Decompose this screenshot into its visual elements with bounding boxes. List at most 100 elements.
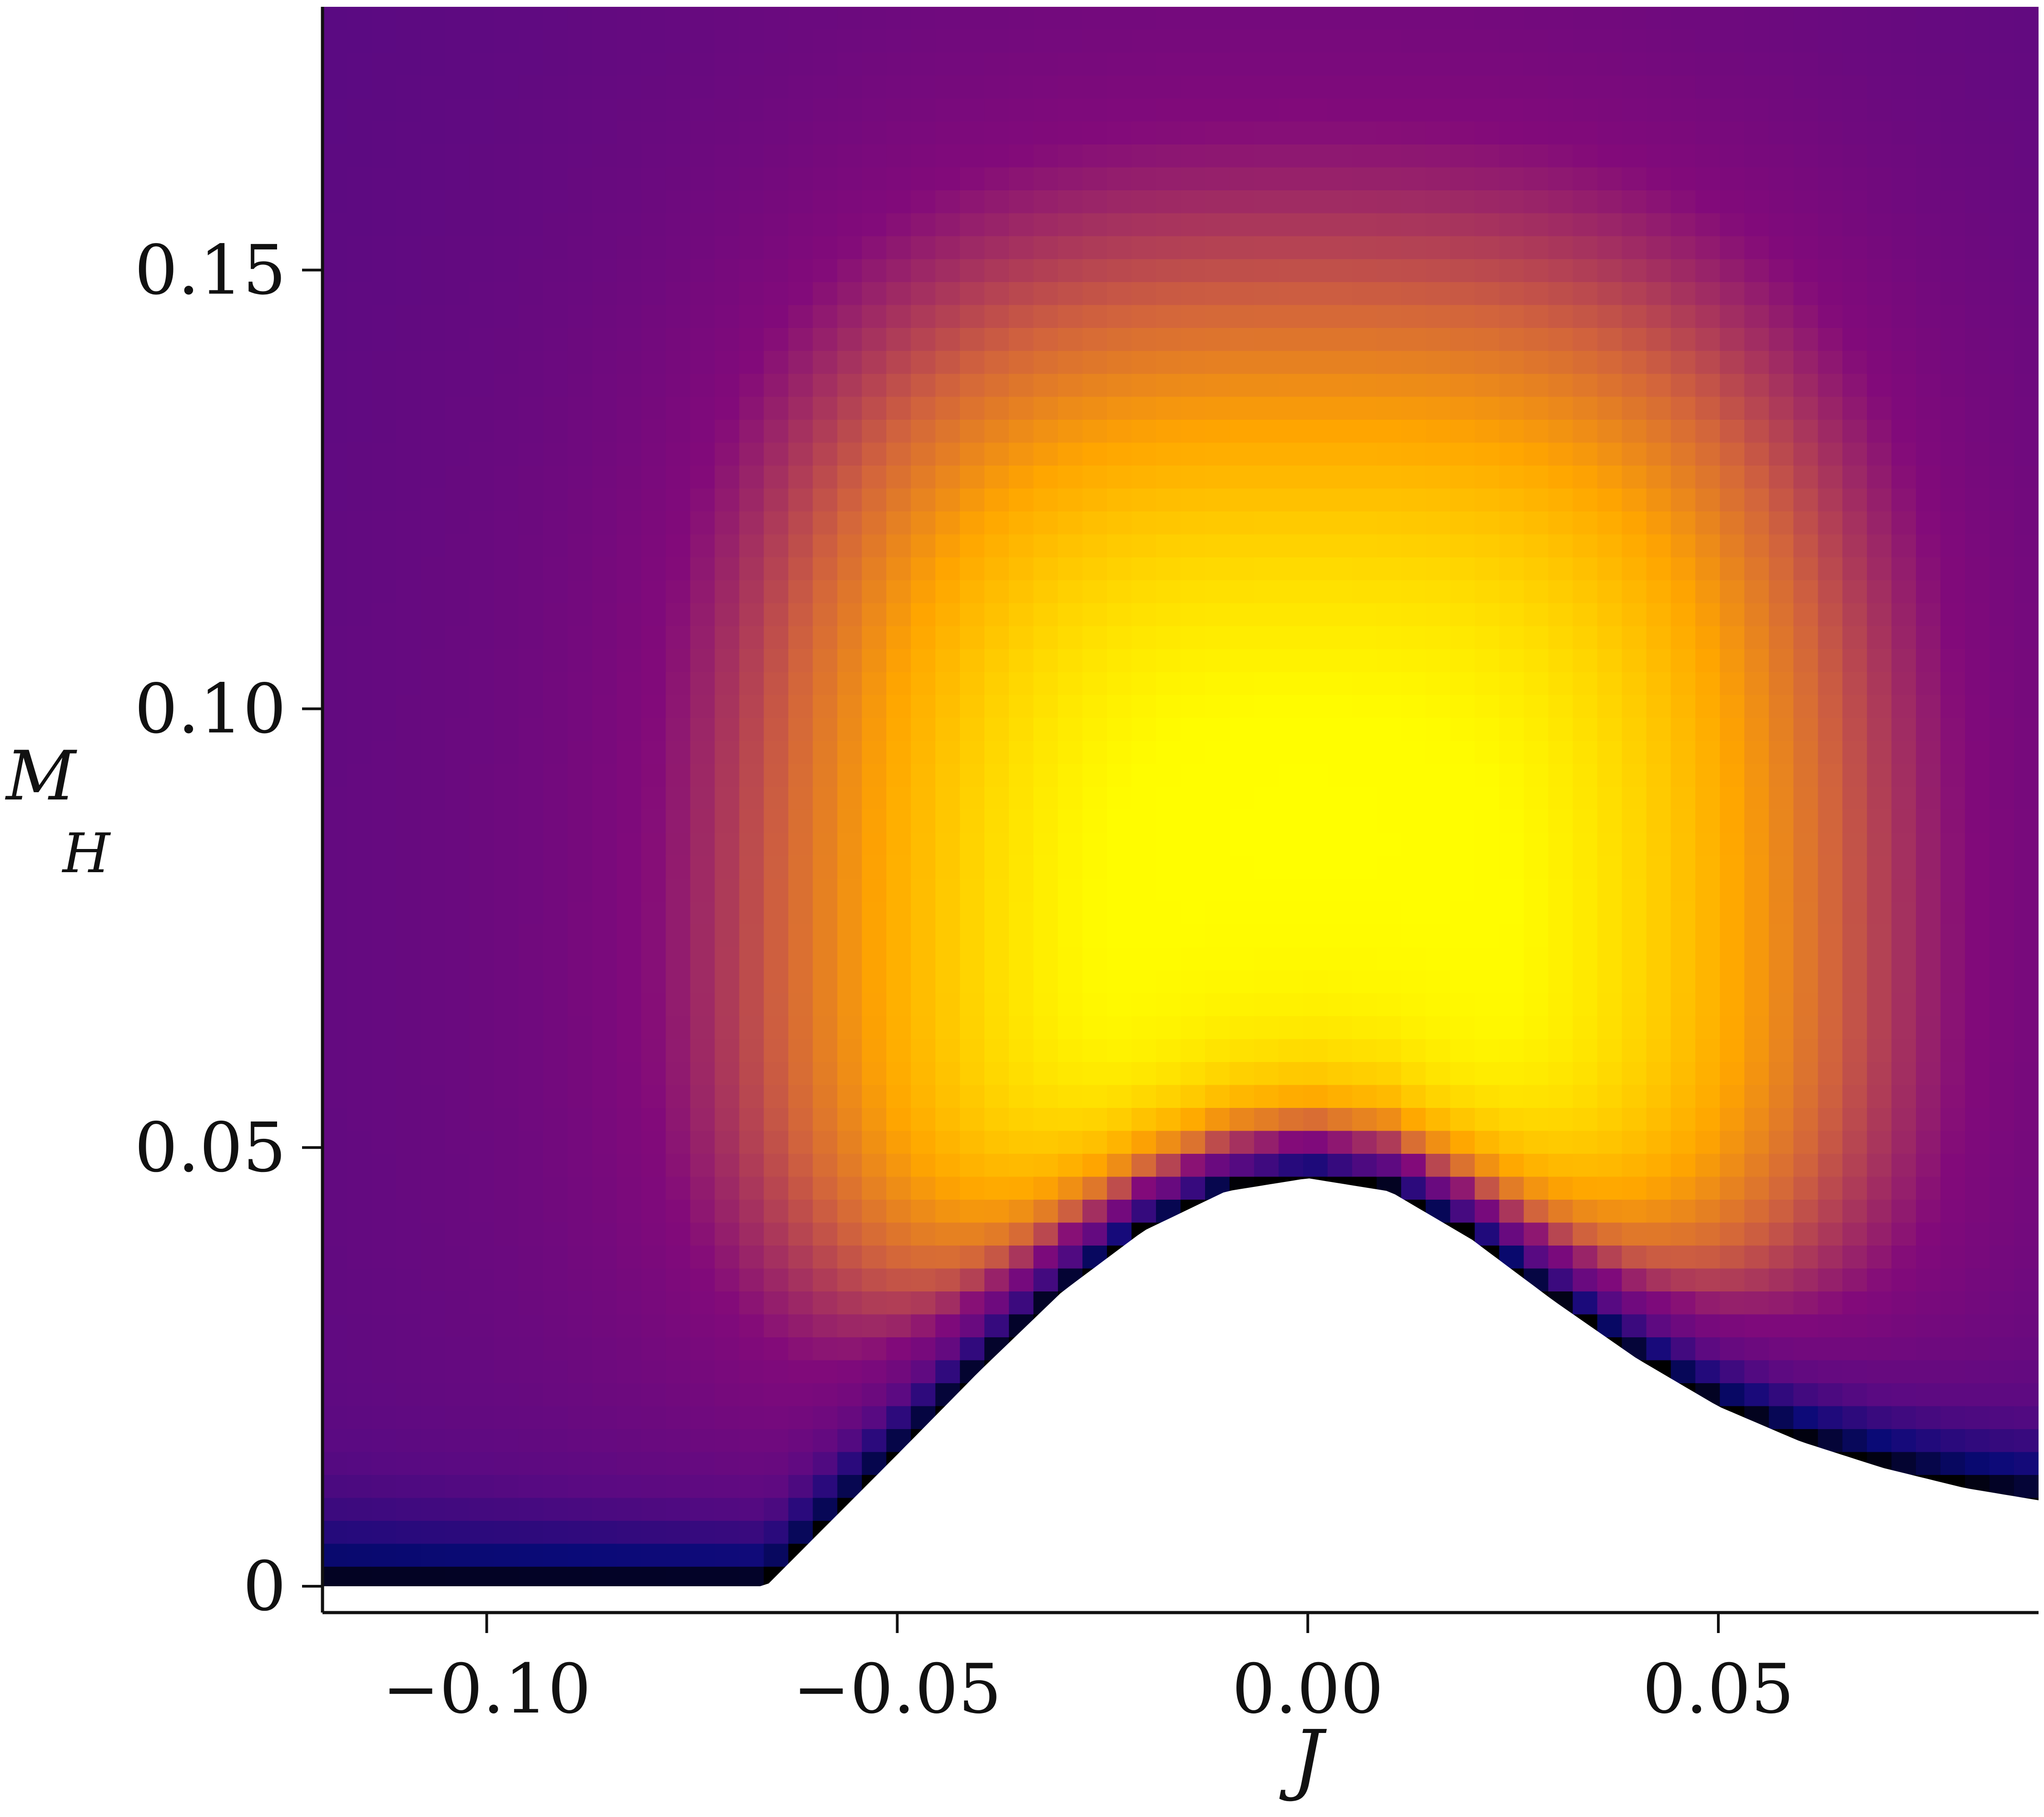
heatmap-cell [469, 53, 495, 76]
heatmap-cell [1769, 259, 1794, 283]
heatmap-cell [1033, 855, 1059, 879]
heatmap-cell [788, 855, 814, 879]
heatmap-cell [1058, 557, 1083, 581]
heatmap-cell [1278, 1108, 1304, 1132]
heatmap-cell [764, 1291, 789, 1315]
heatmap-cell [1376, 511, 1402, 535]
heatmap-cell [1744, 970, 1770, 994]
heatmap-cell [1254, 190, 1280, 214]
heatmap-cell [1131, 53, 1157, 76]
heatmap-cell [1205, 1108, 1230, 1132]
heatmap-cell [1523, 442, 1549, 467]
heatmap-cell [420, 695, 446, 719]
heatmap-cell [1769, 75, 1794, 99]
heatmap-cell [1181, 764, 1206, 788]
heatmap-cell [764, 351, 789, 375]
heatmap-cell [1916, 672, 1941, 696]
heatmap-cell [837, 626, 863, 650]
heatmap-cell [690, 787, 716, 810]
heatmap-cell [1131, 970, 1157, 994]
heatmap-cell [1622, 741, 1647, 765]
heatmap-cell [1499, 580, 1525, 604]
heatmap-cell [543, 970, 569, 994]
heatmap-cell [1965, 1222, 1990, 1246]
heatmap-cell [396, 557, 422, 581]
heatmap-cell [1597, 649, 1622, 673]
heatmap-cell [813, 741, 838, 765]
heatmap-cell [641, 7, 667, 30]
heatmap-cell [1009, 442, 1034, 467]
heatmap-cell [1082, 879, 1108, 902]
heatmap-cell [592, 809, 618, 834]
heatmap-cell [1891, 442, 1917, 467]
heatmap-cell [322, 1200, 348, 1223]
heatmap-cell [739, 1383, 764, 1407]
heatmap-cell [1450, 1154, 1476, 1177]
heatmap-cell [1597, 809, 1622, 834]
heatmap-cell [1940, 695, 1966, 719]
heatmap-cell [1131, 833, 1157, 856]
heatmap-cell [1278, 374, 1304, 397]
heatmap-cell [984, 282, 1010, 306]
heatmap-cell [396, 30, 422, 54]
heatmap-cell [1793, 213, 1819, 237]
heatmap-cell [1646, 7, 1672, 30]
heatmap-cell [739, 1222, 764, 1246]
heatmap-cell [1205, 190, 1230, 214]
heatmap-cell [1965, 947, 1990, 971]
heatmap-cell [837, 1246, 863, 1269]
heatmap-cell [1156, 236, 1181, 260]
heatmap-cell [1499, 626, 1525, 650]
heatmap-cell [886, 1222, 912, 1246]
heatmap-cell [494, 1131, 520, 1155]
heatmap-cell [322, 488, 348, 512]
heatmap-cell [1744, 1131, 1770, 1155]
heatmap-cell [1916, 305, 1941, 329]
heatmap-cell [1818, 99, 1843, 122]
heatmap-cell [494, 351, 520, 375]
heatmap-cell [665, 511, 691, 535]
heatmap-cell [1278, 236, 1304, 260]
heatmap-cell [1646, 1314, 1672, 1338]
heatmap-cell [1376, 695, 1402, 719]
heatmap-cell [1131, 442, 1157, 467]
heatmap-cell [1622, 1222, 1647, 1246]
heatmap-cell [518, 374, 544, 397]
heatmap-cell [1744, 1268, 1770, 1292]
heatmap-cell [1548, 1108, 1574, 1132]
heatmap-cell [788, 718, 814, 742]
heatmap-cell [396, 855, 422, 879]
heatmap-cell [837, 741, 863, 765]
heatmap-cell [1867, 855, 1892, 879]
heatmap-cell [1474, 741, 1500, 765]
heatmap-cell [322, 213, 348, 237]
heatmap-cell [1818, 236, 1843, 260]
heatmap-cell [1671, 236, 1696, 260]
heatmap-cell [1671, 833, 1696, 856]
heatmap-cell [518, 167, 544, 191]
heatmap-cell [1401, 466, 1427, 489]
heatmap-cell [347, 626, 372, 650]
heatmap-cell [935, 30, 961, 54]
heatmap-cell [862, 1337, 887, 1361]
heatmap-cell [567, 1062, 593, 1086]
heatmap-cell [322, 855, 348, 879]
heatmap-cell [1622, 30, 1647, 54]
heatmap-cell [1058, 190, 1083, 214]
heatmap-cell [837, 1039, 863, 1063]
heatmap-cell [911, 1062, 936, 1086]
heatmap-cell [1818, 167, 1843, 191]
heatmap-cell [567, 121, 593, 145]
heatmap-cell [837, 213, 863, 237]
heatmap-cell [1720, 1291, 1745, 1315]
heatmap-cell [2014, 1291, 2039, 1315]
heatmap-cell [1793, 75, 1819, 99]
heatmap-cell [764, 1131, 789, 1155]
heatmap-cell [1671, 488, 1696, 512]
heatmap-cell [665, 626, 691, 650]
heatmap-cell [641, 236, 667, 260]
heatmap-cell [1769, 901, 1794, 925]
heatmap-cell [1965, 1314, 1990, 1338]
heatmap-cell [1499, 328, 1525, 352]
heatmap-cell [347, 993, 372, 1017]
